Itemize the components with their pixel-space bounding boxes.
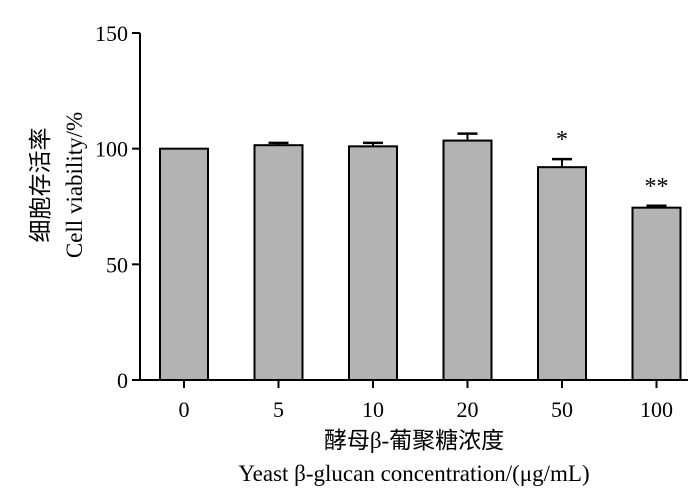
axis-labels: 酵母β-葡聚糖浓度 Yeast β-glucan concentration/(μ… [28,112,590,486]
y-tick-label: 0 [117,368,128,393]
y-tick-label: 100 [95,137,128,162]
chart-bars [159,139,682,381]
x-tick-label: 50 [551,397,573,422]
significance-markers: *** [556,127,669,200]
chart-axes [139,33,688,381]
x-tick-label: 10 [362,397,384,422]
y-axis-ticks: 0 50 100 150 [95,21,140,393]
x-tick-label: 20 [457,397,479,422]
y-axis-label-en: Cell viability/% [62,112,87,258]
chart-error-bars [268,132,667,208]
bar [348,145,398,381]
x-axis-label-cn: 酵母β-葡聚糖浓度 [324,428,504,453]
significance-label: * [556,127,568,153]
x-tick-label: 100 [640,397,673,422]
significance-label: ** [645,174,669,200]
bar [631,206,682,381]
x-axis-ticks: 0 5 10 20 50 100 [179,380,673,422]
x-tick-label: 5 [273,397,284,422]
bar [253,144,304,381]
x-axis-label-en: Yeast β-glucan concentration/(μg/mL) [238,461,589,486]
y-tick-label: 50 [106,252,128,277]
y-axis-label-cn: 细胞存活率 [28,128,53,243]
y-tick-label: 150 [95,21,128,46]
bar [159,147,209,381]
bar [442,139,493,381]
x-tick-label: 0 [179,397,190,422]
bar [537,166,587,381]
